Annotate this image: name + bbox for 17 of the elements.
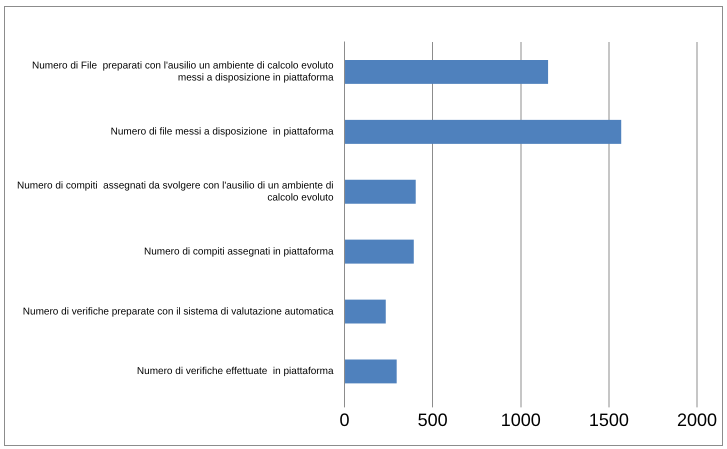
y-tick-label: Numero di compiti assegnati in piattaforma <box>144 246 334 258</box>
x-tick-label: 0 <box>340 410 350 430</box>
y-tick-label: Numero di verifiche effettuate in piattaforma <box>136 366 334 378</box>
bar <box>345 359 397 384</box>
y-tick-label: Numero di File preparati con l'ausilio un ambiente di calcolo evoluto messi a disposizione in piattaforma <box>32 60 334 84</box>
bar <box>345 120 622 144</box>
x-tick-label: 1000 <box>500 410 541 430</box>
bar <box>345 300 386 324</box>
bar <box>345 60 548 84</box>
bar <box>345 180 416 204</box>
x-tick-label: 500 <box>418 410 448 430</box>
y-tick-label: Numero di verifiche preparate con il sistema di valutazione automatica <box>22 306 334 318</box>
bar <box>345 240 414 264</box>
y-tick-label: Numero di compiti assegnati da svolgere con l'ausilio di un ambiente di calcolo evoluto <box>16 180 334 204</box>
x-tick-label: 2000 <box>676 410 718 430</box>
x-tick-label: 1500 <box>588 410 629 430</box>
y-tick-label: Numero di file messi a disposizione in piattaforma <box>110 126 334 138</box>
